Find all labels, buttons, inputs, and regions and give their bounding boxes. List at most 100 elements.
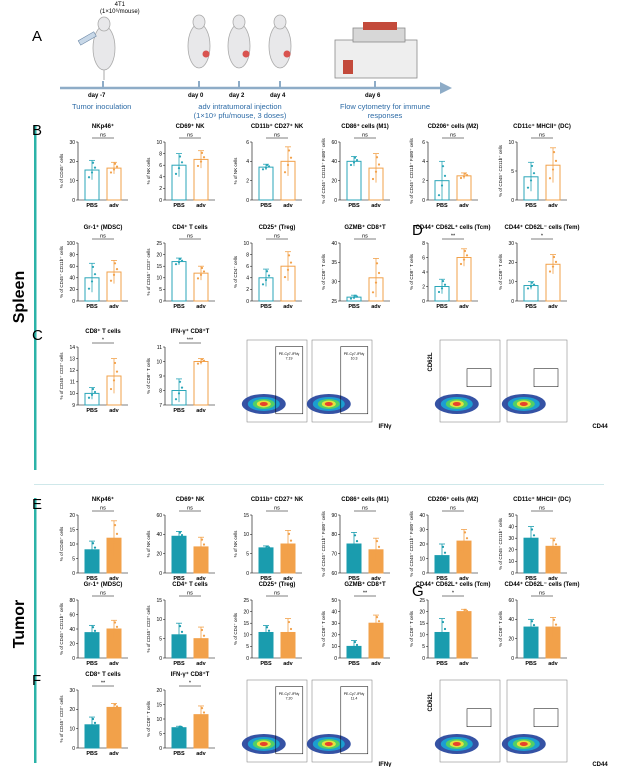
data-point xyxy=(532,534,536,537)
y-axis-label: % of CD45⁺ CD11b⁺ F480⁺ cells xyxy=(409,510,414,576)
density-contour xyxy=(324,401,333,406)
data-point xyxy=(87,729,91,732)
data-point xyxy=(261,636,265,639)
y-tick-label: 6 xyxy=(422,140,425,146)
y-tick-label: 0 xyxy=(422,656,425,662)
data-point xyxy=(93,166,97,169)
mouse-illustration-3 xyxy=(227,14,251,69)
data-point xyxy=(287,149,291,152)
y-tick-label: 80 xyxy=(69,598,75,604)
data-point xyxy=(377,620,381,623)
y-axis-label: % of NK cells xyxy=(146,530,151,558)
chart-title: CD4⁺ T cells xyxy=(172,581,208,588)
chart-title: Gr-1⁺ (MDSC) xyxy=(84,581,123,588)
data-point xyxy=(93,629,97,632)
significance-label: ns xyxy=(450,133,456,139)
category-label: adv xyxy=(283,661,293,667)
y-tick-label: 80 xyxy=(331,532,337,538)
data-point xyxy=(90,633,94,636)
data-point xyxy=(353,640,357,644)
category-label: adv xyxy=(109,203,119,209)
y-tick-label: 0 xyxy=(159,571,162,577)
y-tick-label: 10 xyxy=(156,717,162,723)
data-point xyxy=(91,542,95,545)
bar-adv xyxy=(193,361,209,406)
significance-label: ns xyxy=(274,234,280,240)
data-point xyxy=(91,161,95,164)
y-tick-label: 80 xyxy=(69,252,75,258)
category-label: PBS xyxy=(348,576,360,582)
gate-label: PE-Cy7-IFNγ xyxy=(279,692,300,696)
flow-spleen-cd44-adv xyxy=(501,339,568,423)
y-tick-label: 10 xyxy=(156,140,162,146)
data-point xyxy=(441,620,445,624)
data-point xyxy=(202,156,206,159)
y-tick-label: 40 xyxy=(156,532,162,538)
data-point xyxy=(264,547,268,550)
chart-spleen-8: CD25⁺ (Treg) 0 2 4 6 8 10 % of CD4⁺ cells PBS adv… xyxy=(233,224,302,310)
data-point xyxy=(87,176,91,179)
data-point xyxy=(462,258,466,261)
y-tick-label: 20 xyxy=(419,609,425,615)
data-point xyxy=(93,390,97,394)
chart-title: IFN-γ⁺ CD8⁺T xyxy=(171,671,210,678)
significance-label: * xyxy=(102,338,105,344)
data-point xyxy=(459,612,463,615)
y-tick-label: 5 xyxy=(72,556,75,562)
data-point xyxy=(443,551,447,554)
y-tick-label: 20 xyxy=(156,688,162,694)
timeline-day4: day 4 xyxy=(270,93,286,99)
chart-spleen-10: CD44⁺ CD62L⁺ cells (Tcm) 0 2 4 6 8 % of CD8⁺ T… xyxy=(409,224,490,310)
y-tick-label: 2 xyxy=(246,287,249,293)
y-tick-label: 9 xyxy=(159,374,162,380)
chart-tumor-22: CD25⁺ (Treg) 0 5 10 15 20 25 % of CD4⁺ cells PBS… xyxy=(233,581,302,667)
density-contour xyxy=(324,741,333,746)
chart-spleen-7: CD4⁺ T cells 0 5 10 15 20 25 % of CD45⁺ CD3⁺ ce… xyxy=(146,224,215,310)
data-point xyxy=(180,161,184,164)
data-point xyxy=(437,194,441,197)
category-label: PBS xyxy=(525,203,537,209)
data-point xyxy=(352,545,356,549)
y-tick-label: 20 xyxy=(69,641,75,647)
gate-box xyxy=(340,686,369,755)
data-point xyxy=(355,643,359,647)
category-label: PBS xyxy=(260,304,272,310)
flow-cd62l-label-tumor: CD62L xyxy=(428,692,434,711)
y-tick-label: 50 xyxy=(508,513,514,519)
y-tick-label: 40 xyxy=(508,524,514,530)
category-label: adv xyxy=(196,751,206,757)
data-point xyxy=(177,261,181,264)
data-point xyxy=(180,533,184,537)
gate-value: 10.3 xyxy=(351,357,358,361)
category-label: adv xyxy=(196,304,206,310)
y-tick-label: 20 xyxy=(508,636,514,642)
y-axis-label: % of CD8⁺ T cells xyxy=(409,253,414,289)
category-label: PBS xyxy=(173,751,185,757)
data-point xyxy=(355,159,359,162)
data-point xyxy=(196,720,200,723)
y-tick-label: 4 xyxy=(159,175,162,181)
category-label: adv xyxy=(196,203,206,209)
data-point xyxy=(441,165,445,168)
y-tick-label: 6 xyxy=(422,255,425,261)
y-tick-label: 0 xyxy=(422,571,425,577)
y-tick-label: 5 xyxy=(159,731,162,737)
y-tick-label: 15 xyxy=(69,527,75,533)
significance-label: ns xyxy=(450,506,456,512)
data-point xyxy=(112,273,116,276)
chart-spleen-1: CD69⁺ NK 0 2 4 6 8 10 % of NK cells PBS adv ns xyxy=(146,123,215,209)
chart-spleen-13: IFN-γ⁺ CD8⁺T 7 8 9 10 11 % of CD8⁺ T cells PBS a… xyxy=(146,328,215,414)
data-point xyxy=(440,557,444,560)
chart-title: CD4⁺ T cells xyxy=(172,224,208,231)
y-axis-label: % of CD45⁺ CD11b⁺ cells xyxy=(59,602,64,654)
panel-letter-d: D xyxy=(412,222,423,239)
data-point xyxy=(200,628,204,632)
significance-label: ns xyxy=(362,133,368,139)
y-axis-label: % of CD45⁺ CD11b⁺ cells xyxy=(59,245,64,297)
data-point xyxy=(526,287,530,290)
data-point xyxy=(178,380,182,383)
y-tick-label: 6 xyxy=(246,140,249,146)
y-tick-label: 30 xyxy=(508,241,514,247)
